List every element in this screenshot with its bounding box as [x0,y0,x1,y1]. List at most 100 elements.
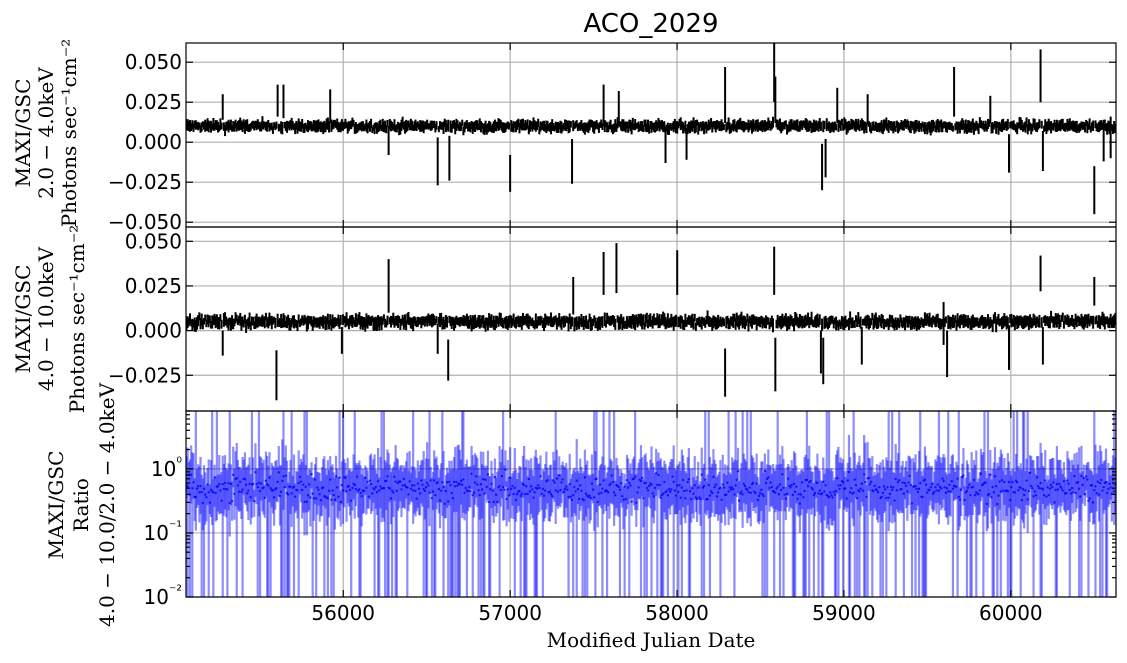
ratio-point [508,476,512,479]
ratio-point [306,494,310,497]
ratio-point [314,497,318,500]
ratio-point [326,497,330,500]
ratio-point [966,486,970,489]
ratio-point [742,482,745,486]
ratio-point [529,485,533,488]
ratio-point [833,493,837,496]
ratio-point [904,484,908,488]
ratio-point [218,482,221,486]
ratio-point [331,489,334,492]
ratio-ylabel-line-1: MAXI/GSC [44,451,68,560]
soft-ytick-label: −0.050 [108,210,182,234]
ratio-point [810,486,813,489]
ratio-point [253,500,256,503]
ratio-point [789,486,792,489]
ratio-point [728,486,731,489]
ratio-point [479,483,483,486]
ratio-point [817,492,820,495]
ratio-point [434,493,437,497]
ratio-point [275,486,278,490]
ratio-point [262,486,265,489]
ratio-point [540,492,543,496]
ratio-point [549,493,553,496]
ratio-point [928,488,931,492]
ratio-point [307,483,311,486]
ratio-point [622,498,625,501]
ratio-point [428,491,431,494]
ratio-point [528,490,532,493]
ratio-point [715,495,719,498]
ratio-point [494,493,498,497]
ratio-frame [185,410,1117,598]
ratio-point [1096,480,1100,483]
ratio-point [990,496,993,499]
ratio-point [921,495,924,499]
ratio-point [837,484,840,487]
ratio-point [402,477,406,481]
ratio-point [249,496,252,499]
ratio-point [480,488,484,491]
ratio-point [263,496,266,499]
ratio-point [617,485,620,489]
ratio-point [214,491,217,495]
ratio-point [754,491,757,495]
ratio-point [279,490,283,494]
ratio-point [739,492,742,495]
ratio-point [623,485,626,488]
ratio-point [688,490,692,493]
ratio-point [693,484,696,487]
ratio-point [903,481,907,485]
ratio-point [519,494,522,498]
ratio-point [924,483,928,486]
ratio-point [846,479,849,482]
ratio-point [582,498,585,502]
ratio-point [687,477,691,481]
ratio-point [858,490,861,493]
ratio-point [880,495,883,498]
ratio-point [782,486,785,490]
ratio-point [1026,498,1029,501]
ratio-point [949,490,952,493]
ratio-point [930,482,934,486]
ratio-point [1059,485,1062,488]
x-tick-labels: 56000 57000 58000 59000 60000 [311,601,1042,625]
ratio-point [632,477,636,480]
ratio-point [855,496,859,500]
ratio-point [437,487,441,491]
ratio-point [504,468,507,471]
ratio-point [186,485,189,488]
ratio-point [500,474,504,478]
ratio-point [281,479,284,483]
ratio-point [727,490,730,493]
ratio-point [556,490,560,493]
ratio-point [427,484,430,487]
ratio-point [836,476,839,480]
ratio-point [484,478,487,482]
ratio-point [917,487,921,491]
ratio-point [801,481,804,484]
ratio-point [802,495,805,499]
soft-band-ylabel-line-2: 2.0 − 4.0keV [34,67,58,199]
ratio-point [847,470,851,474]
ratio-point [798,502,802,505]
ratio-point [513,486,517,490]
ratio-point [955,485,958,488]
ratio-point [1037,484,1040,488]
ratio-point [1083,493,1087,496]
ratio-point [957,495,960,499]
ratio-point [198,491,201,494]
ratio-point [546,478,549,482]
soft-band-grid [186,43,1116,227]
ratio-point [1109,486,1112,489]
ratio-point [785,492,789,496]
ratio-point [659,496,663,500]
ratio-point [345,490,348,493]
ratio-point [770,485,774,489]
ratio-ylabel-line-2: Ratio [69,478,93,532]
ratio-point [1023,493,1026,497]
ratio-point [192,481,195,484]
ratio-point [354,487,358,491]
ratio-point [989,473,992,477]
ratio-point [827,495,831,499]
